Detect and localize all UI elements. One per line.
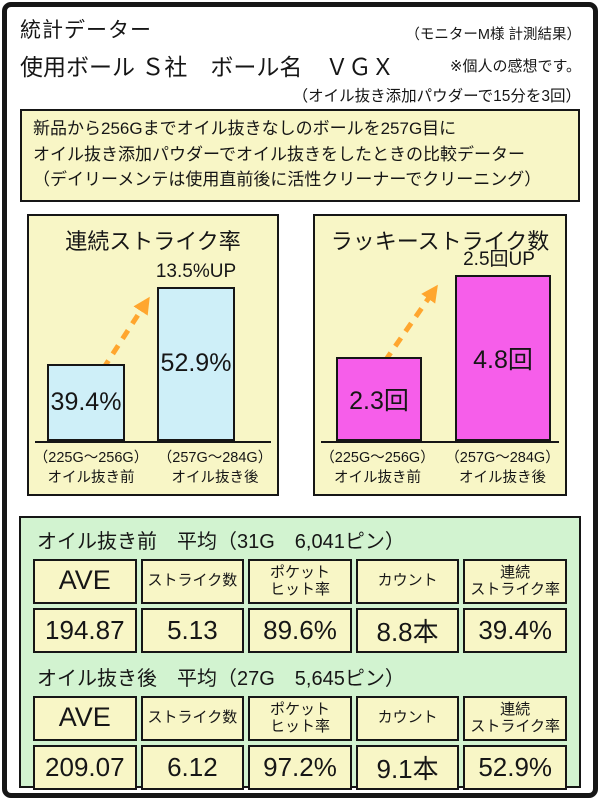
description-box: 新品から256Gまでオイル抜きなしのボールを257G目に オイル抜き添加パウダー… [20,109,580,202]
header-cell-consecutive-strike-rate: 連続 ストライク率 [463,558,567,604]
method-note: （オイル抜き添加パウダーで15分を3回） [292,88,581,105]
stats-table-before: AVE ストライク数 ポケット ヒット率 カウント 連続 ストライク率 194.… [29,555,571,657]
header: 統計データー （モニターM様 計測結果） 使用ボール Ｓ社 ボール名 ＶＧＸ ※… [7,7,593,106]
chart-lucky-strike-count: ラッキーストライク数 2.5回UP 2.3回 4.8回 [313,213,567,496]
bar-value-label: 4.8回 [473,345,533,374]
description-line: オイル抜き添加パウダーでオイル抜きをしたときの比較データー [33,144,525,164]
bar-value-label: 52.9% [160,349,232,377]
stats-section: オイル抜き前 平均（31G 6,041ピン） AVE ストライク数 ポケット ヒ… [19,515,581,790]
charts-row: 連続ストライク率 13.5%UP 39.4% 52.9% [27,213,567,496]
table-title-after: オイル抜き後 平均（27G 5,645ピン） [37,667,405,690]
bar-value-label: 2.3回 [349,386,409,415]
value-pocket-hit-rate: 89.6% [248,607,352,653]
chart-plot-area: 2.5回UP 2.3回 4.8回 [321,249,559,443]
increase-annotation: 2.5回UP [463,248,535,270]
x-axis-labels: （225G～256G） オイル抜き前 （257G～284G） オイル抜き後 [29,448,277,489]
bar-after: 52.9% [157,286,235,441]
bar-before: 39.4% [47,363,125,441]
chart-plot-area: 13.5%UP 39.4% 52.9% [35,257,271,443]
header-cell-pocket-hit-rate: ポケット ヒット率 [248,558,352,604]
category-label-after: （257G～284G） オイル抜き後 [445,449,560,486]
value-ave: 194.87 [33,607,137,653]
table-title-before: オイル抜き前 平均（31G 6,041ピン） [37,530,405,553]
table-header-row: AVE ストライク数 ポケット ヒット率 カウント 連続 ストライク率 [33,695,567,741]
header-cell-consecutive-strike-rate: 連続 ストライク率 [463,695,567,741]
value-pocket-hit-rate: 97.2% [248,744,352,790]
page-title: 統計データー [20,19,152,42]
header-row-2: 使用ボール Ｓ社 ボール名 ＶＧＸ ※個人の感想です。 [20,48,581,82]
stats-table-after: AVE ストライク数 ポケット ヒット率 カウント 連続 ストライク率 209.… [29,692,571,794]
header-cell-strikes: ストライク数 [140,558,245,604]
bar-before: 2.3回 [336,356,422,441]
header-cell-ave: AVE [33,558,137,604]
description-line: 新品から256Gまでオイル抜きなしのボールを257G目に [33,119,457,138]
header-cell-count: カウント [355,695,460,741]
table-row: 209.07 6.12 97.2% 9.1本 52.9% [33,744,567,790]
bar-value-label: 39.4% [50,387,122,416]
category-label-before: （225G～256G） オイル抜き前 [320,449,435,486]
header-cell-ave: AVE [33,695,137,741]
ball-info: 使用ボール Ｓ社 ボール名 ＶＧＸ [20,54,395,80]
category-label-before: （225G～256G） オイル抜き前 [33,449,149,486]
chart-consecutive-strike-rate: 連続ストライク率 13.5%UP 39.4% 52.9% [27,213,279,496]
disclaimer-note: ※個人の感想です。 [449,57,581,75]
chart-title: ラッキーストライク数 [330,228,550,254]
increase-annotation: 13.5%UP [155,260,237,282]
value-ave: 209.07 [33,744,137,790]
increase-arrow-icon [382,284,438,362]
header-cell-pocket-hit-rate: ポケット ヒット率 [248,695,352,741]
header-row-1: 統計データー （モニターM様 計測結果） [20,14,581,44]
value-consecutive-strike-rate: 52.9% [463,744,567,790]
x-axis-labels: （225G～256G） オイル抜き前 （257G～284G） オイル抜き後 [315,448,565,489]
header-cell-strikes: ストライク数 [140,695,245,741]
header-row-3: （オイル抜き添加パウダーで15分を3回） [20,84,581,106]
table-header-row: AVE ストライク数 ポケット ヒット率 カウント 連続 ストライク率 [33,558,567,604]
increase-arrow-icon [100,296,150,370]
header-cell-count: カウント [355,558,460,604]
value-count: 9.1本 [355,744,460,790]
description-line: （デイリーメンテは使用直前後に活性クリーナーでクリーニング） [33,170,542,189]
bar-after: 4.8回 [455,274,551,441]
value-count: 8.8本 [355,607,460,653]
value-consecutive-strike-rate: 39.4% [463,607,567,653]
category-label-after: （257G～284G） オイル抜き後 [157,449,273,486]
value-strikes: 6.12 [140,744,245,790]
value-strikes: 5.13 [140,607,245,653]
monitor-note: （モニターM様 計測結果） [405,27,581,43]
chart-title: 連続ストライク率 [65,228,241,254]
table-row: 194.87 5.13 89.6% 8.8本 39.4% [33,607,567,653]
